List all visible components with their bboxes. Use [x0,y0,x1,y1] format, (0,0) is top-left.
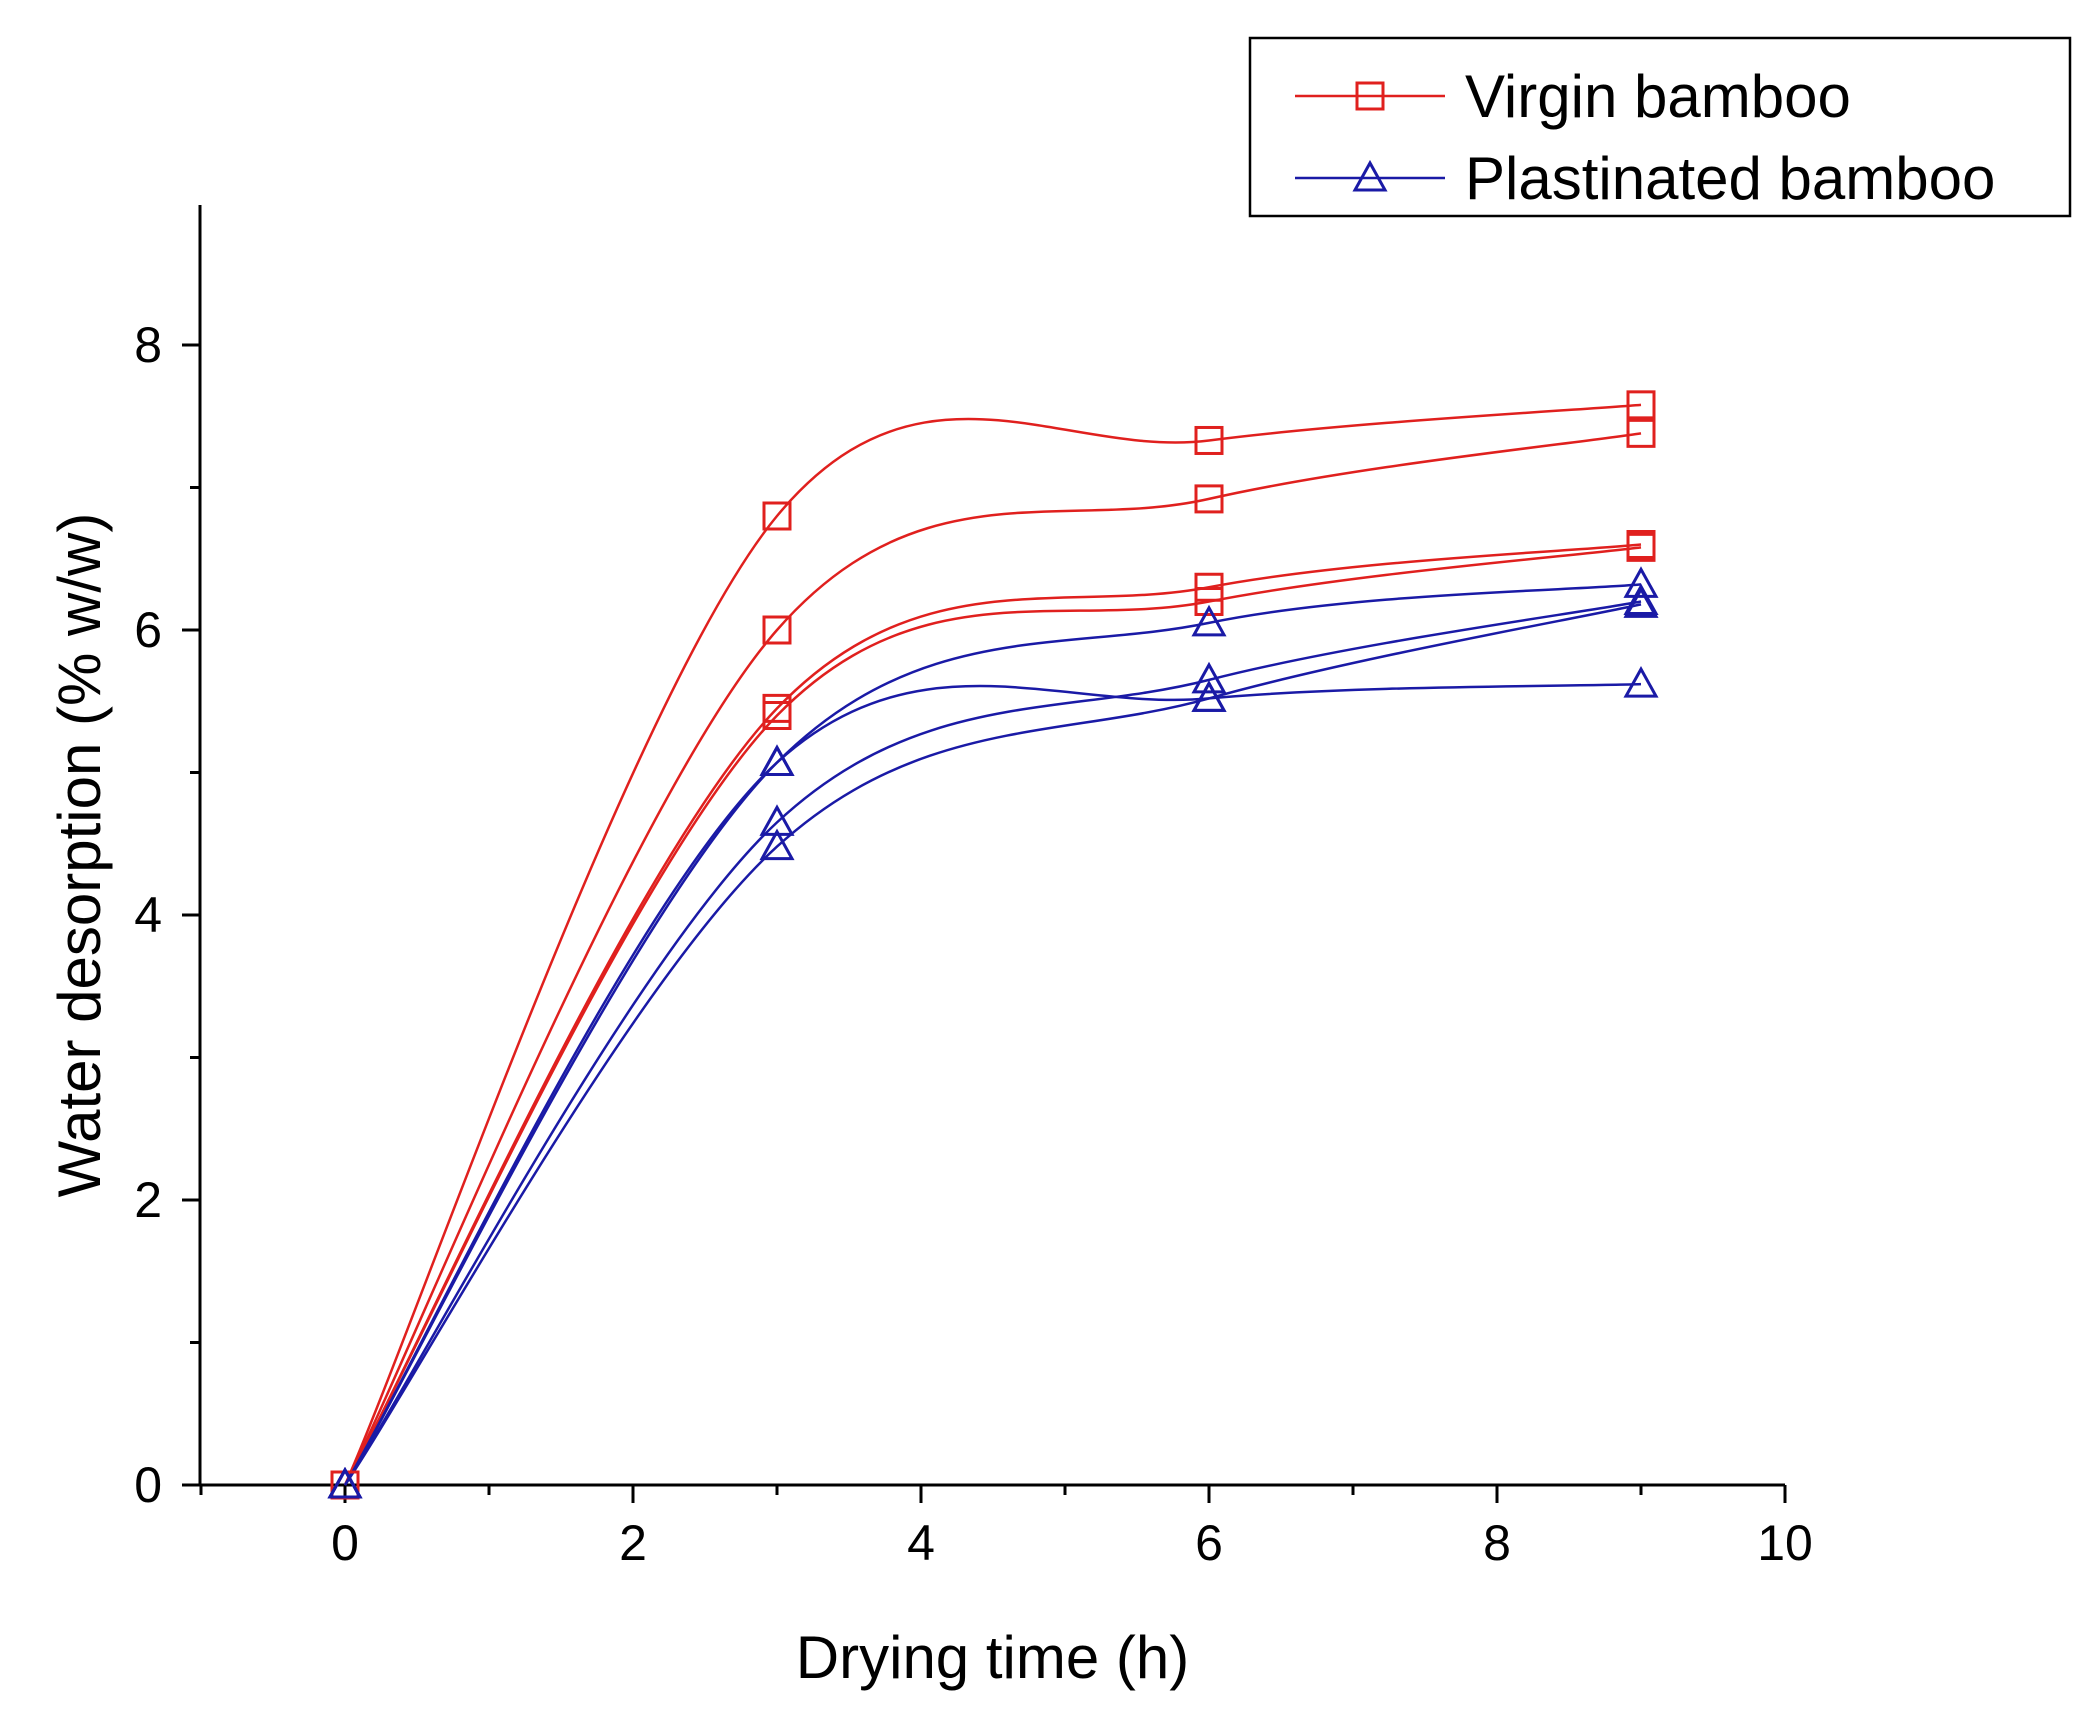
y-tick-label: 6 [134,602,162,658]
data-point-s8-3 [1191,680,1227,712]
data-point-s1-3 [1194,425,1224,455]
series-line-6 [343,682,1642,1486]
data-point-s6-2 [759,744,795,777]
data-point-s4-3 [1194,587,1224,616]
data-point-s1-4 [1626,390,1656,420]
x-axis-title: Drying time (h) [796,1624,1189,1691]
x-axis-ticks: 0 2 4 6 8 10 [199,1485,1813,1571]
legend-items: Virgin bamboo Plastinated bamboo [1295,63,1995,212]
x-tick-label: 0 [331,1515,359,1571]
data-point-s8-2 [759,828,795,861]
y-tick-label: 0 [134,1457,162,1513]
legend-marker-2 [1352,159,1388,192]
legend-label-2: Plastinated bamboo [1465,145,1995,212]
data-point-s7-3 [1191,661,1227,694]
y-axis-ticks: 0 2 4 6 8 [134,317,200,1513]
x-tick-label: 10 [1757,1515,1813,1571]
x-tick-label: 6 [1195,1515,1223,1571]
series-line-4 [343,546,1642,1486]
data-point-s1-2 [762,501,792,531]
legend: Virgin bamboo Plastinated bamboo [1248,36,2072,218]
y-tick-label: 4 [134,887,162,943]
data-point-s5-3 [1191,604,1227,637]
series-line-5 [343,583,1642,1486]
series-line-7 [343,600,1642,1486]
data-point-s8-1 [327,1466,363,1499]
series-line-8 [343,603,1642,1486]
data-point-s2-3 [1194,484,1224,514]
x-tick-label: 8 [1483,1515,1511,1571]
plot-area: 0 2 4 6 8 0 2 4 6 8 10 [134,205,1813,1571]
y-axis-title: Water desorption (% w/w) [46,513,113,1198]
legend-box [1248,36,2072,218]
data-point-s2-4 [1626,418,1656,448]
data-point-s2-2 [762,615,792,645]
x-tick-label: 4 [907,1515,935,1571]
data-point-s6-4 [1623,666,1659,698]
y-tick-label: 2 [134,1172,162,1228]
data-point-s8-4 [1623,586,1659,618]
data-point-s4-2 [762,701,792,730]
y-tick-label: 8 [134,317,162,373]
x-tick-label: 2 [619,1515,647,1571]
legend-label-1: Virgin bamboo [1465,63,1851,130]
series-line-2 [343,432,1642,1486]
series-markers [327,390,1659,1500]
series-line-1 [343,403,1642,1486]
series-lines [343,403,1642,1486]
data-point-s4-4 [1626,532,1656,562]
data-point-s5-4 [1623,566,1659,598]
legend-marker-1 [1355,81,1385,111]
